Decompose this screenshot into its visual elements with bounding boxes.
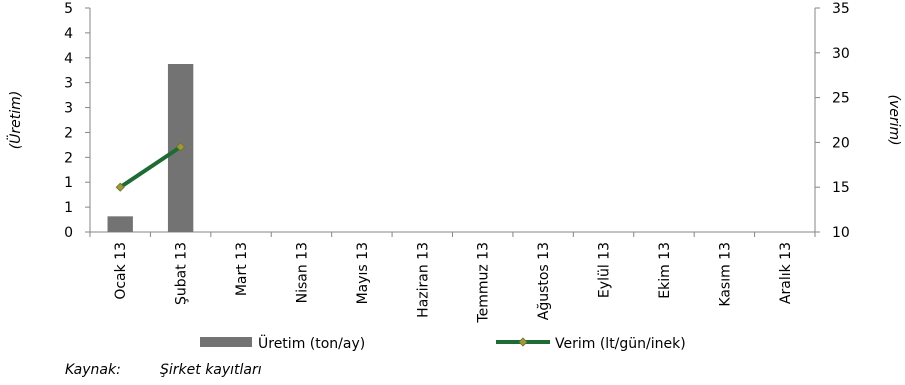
y2-tick-label: 30: [832, 46, 850, 62]
source-value: Şirket kayıtları: [160, 362, 262, 378]
legend-bar-swatch: [200, 337, 252, 347]
legend: Üretim (ton/ay) Verim (lt/gün/inek): [200, 334, 686, 352]
y-tick-label: 2: [64, 125, 73, 141]
y-tick-label: 1: [64, 175, 73, 191]
x-tick-label: Kasım 13: [717, 242, 733, 307]
y-tick-label: 5: [64, 1, 73, 17]
series-line: [119, 145, 182, 189]
y-axis-title: (Üretim): [6, 91, 24, 150]
y2-tick-label: 20: [832, 135, 850, 151]
y-tick-label: 3: [64, 101, 73, 117]
y-tick-label: 0: [64, 225, 73, 241]
legend-line-label: Verim (lt/gün/inek): [555, 336, 686, 352]
y2-tick-label: 15: [832, 180, 850, 196]
x-tick-label: Mart 13: [234, 242, 250, 296]
x-tick-label: Nisan 13: [294, 242, 310, 303]
y-tick-label: 4: [64, 26, 73, 42]
x-tick-label: Haziran 13: [415, 242, 431, 318]
x-tick-label: Ekim 13: [657, 242, 673, 299]
line-point: [115, 182, 125, 192]
y2-tick-label: 10: [832, 225, 850, 241]
legend-line-marker: [518, 337, 528, 347]
axes: [85, 7, 820, 237]
line-point: [176, 142, 186, 152]
x-tick-label: Ağustos 13: [536, 242, 552, 320]
y2-tick-label: 35: [832, 1, 850, 17]
x-tick-label: Aralık 13: [778, 242, 794, 304]
x-tick-label: Şubat 13: [174, 242, 190, 305]
lines: [115, 142, 186, 192]
y-tick-label: 3: [64, 76, 73, 92]
x-tick-label: Temmuz 13: [476, 242, 492, 324]
x-tick-label: Mayıs 13: [355, 242, 371, 304]
y-tick-label: 2: [64, 150, 73, 166]
x-tick-label: Ocak 13: [113, 242, 129, 300]
y2-axis-title: (verim): [886, 94, 902, 145]
x-tick-label: Eylül 13: [597, 242, 613, 298]
ticks: 0 1 1 2 2 3 3 4 4 5 10 15 20 25 30 35 Ocak 13 Şubat 13 Mar…: [64, 1, 850, 324]
y-tick-label: 1: [64, 200, 73, 216]
y2-tick-label: 25: [832, 91, 850, 107]
bar: [107, 216, 133, 232]
source-label: Kaynak:: [65, 362, 121, 378]
legend-bar-label: Üretim (ton/ay): [258, 334, 365, 352]
bars: [107, 64, 194, 232]
y-tick-label: 4: [64, 51, 73, 67]
